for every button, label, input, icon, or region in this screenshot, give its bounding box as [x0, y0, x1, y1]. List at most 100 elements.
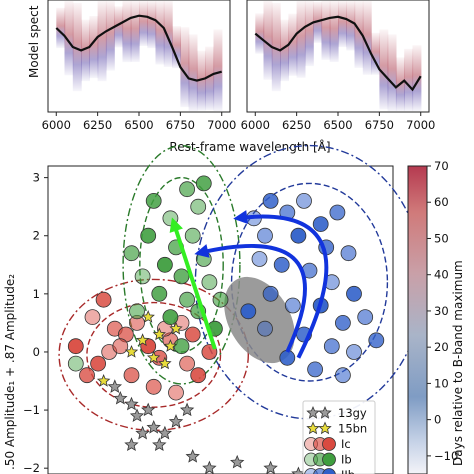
- point-ic: [184, 326, 201, 343]
- right-xtick-label: 7000: [406, 118, 435, 132]
- point-ib: [173, 338, 190, 355]
- point-iib: [284, 297, 301, 314]
- ytick-label: 2: [33, 229, 40, 243]
- right-band-segment: [412, 45, 422, 112]
- point-15bn: [158, 356, 172, 370]
- point-iib: [334, 367, 351, 384]
- point-ib: [173, 268, 190, 285]
- left-band-segment: [139, 1, 148, 46]
- arrow-iib: [197, 244, 307, 353]
- right-xtick-label: 6500: [323, 118, 352, 132]
- left-band-segment: [213, 29, 223, 111]
- ellipse-iib-dashed: [230, 182, 389, 382]
- left-band-segment: [172, 26, 181, 69]
- point-iib: [240, 303, 257, 320]
- point-ib: [140, 227, 157, 244]
- right-band-segment: [321, 1, 331, 60]
- legend-marker-iib: [322, 468, 336, 474]
- right-band-segment: [280, 19, 289, 82]
- right-band-segment: [255, 13, 265, 54]
- legend-marker-13gy: [318, 405, 332, 419]
- left-band-segment: [97, 1, 107, 82]
- point-iib: [279, 349, 296, 366]
- top-left-panel: [47, 0, 231, 113]
- point-13gy: [157, 425, 173, 440]
- point-iib: [346, 285, 362, 302]
- right-band-segment: [354, 1, 364, 68]
- right-band-segment: [271, 2, 281, 92]
- point-iib: [329, 204, 346, 221]
- legend-marker-13gy: [306, 405, 320, 419]
- colorbar-label: Days relative to B-band maximum: [451, 260, 465, 466]
- point-iib: [307, 361, 324, 378]
- left-band-segment: [196, 50, 206, 111]
- point-iib: [296, 192, 312, 209]
- point-ic: [90, 355, 106, 372]
- point-ic: [112, 338, 129, 355]
- point-iib: [290, 227, 307, 244]
- ytick-label: −2: [23, 461, 40, 474]
- point-15bn: [135, 333, 150, 347]
- arrowhead-iib: [233, 210, 248, 225]
- left-band-segment: [114, 6, 124, 48]
- ellipse-ic-dashed: [86, 301, 222, 408]
- point-ic: [168, 384, 184, 401]
- point-ib: [134, 268, 151, 285]
- right-band-segment: [263, 1, 273, 80]
- point-iib: [251, 251, 268, 267]
- right-band-segment: [338, 1, 347, 48]
- right-xtick-label: 6750: [365, 118, 394, 132]
- legend-marker-15bn: [306, 421, 320, 435]
- x-axis-label: Rest-frame wavelength [Å]: [169, 139, 330, 154]
- point-ib: [123, 245, 140, 262]
- ellipse-ib-dash-dot: [122, 144, 241, 385]
- point-15bn: [146, 350, 161, 364]
- legend-marker-15bn: [318, 421, 332, 435]
- ytick-label: 0: [33, 345, 40, 359]
- colorbar-ticks: 70 60 50 40 30 20 10 0 −10: [427, 159, 458, 463]
- mean-spectrum-left: [55, 14, 222, 82]
- point-15bn: [124, 344, 139, 358]
- point-iib: [357, 309, 374, 326]
- point-13gy: [141, 402, 156, 417]
- left-xtick-label: 6500: [124, 118, 153, 132]
- point-iib: [346, 344, 362, 360]
- left-band-segment: [180, 27, 190, 108]
- point-13gy: [129, 408, 145, 422]
- left-band-segment: [205, 46, 215, 111]
- left-band-segment: [64, 1, 74, 76]
- point-iib: [257, 320, 273, 337]
- point-15bn: [152, 327, 166, 341]
- left-xtick-label: 6250: [83, 118, 112, 132]
- y-axis-label: .50 Amplitude₁ + .87 Amplitude₂: [3, 274, 17, 470]
- left-band-segment: [122, 1, 132, 63]
- colorbar-tick-label: 20: [434, 340, 449, 354]
- left-xtick-label: 6750: [166, 118, 195, 132]
- arrows-layer: [169, 210, 329, 359]
- point-iib: [340, 245, 357, 262]
- ytick-label: 3: [33, 171, 40, 185]
- point-ib: [201, 274, 218, 291]
- left-band-segment: [89, 16, 99, 79]
- point-ib: [184, 227, 201, 244]
- point-iib: [368, 332, 385, 349]
- right-band-segment: [404, 48, 414, 111]
- right-xtick-label: 6000: [241, 118, 270, 132]
- colorbar-tick-label: −10: [434, 449, 458, 463]
- colorbar-tick-label: 0: [434, 413, 441, 427]
- point-iib: [323, 338, 340, 355]
- point-15bn: [141, 310, 155, 323]
- colorbar-tick-label: 50: [434, 231, 449, 245]
- legend-marker-ic: [322, 437, 336, 451]
- point-15bn: [96, 373, 111, 387]
- right-band-segment: [329, 1, 339, 62]
- point-ib: [156, 256, 173, 273]
- left-xtick-label: 7000: [207, 118, 236, 132]
- legend-label-15bn: 15bn: [338, 422, 367, 436]
- point-iib: [262, 285, 279, 302]
- left-xtick-label: 6000: [42, 118, 71, 132]
- left-band-segment: [163, 1, 173, 67]
- x-ticks-left: 6000 6250 6500 6750 7000: [42, 112, 236, 132]
- left-band-segment: [72, 2, 82, 92]
